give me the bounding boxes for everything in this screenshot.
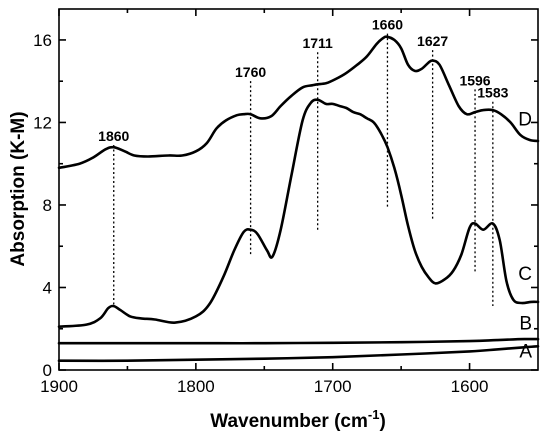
peak-label-1760: 1760 <box>235 64 266 80</box>
series-line-D <box>57 35 540 170</box>
y-tick-label: 8 <box>43 196 52 215</box>
peak-label-1627: 1627 <box>417 33 448 49</box>
series-label-D: D <box>518 109 532 130</box>
x-tick-label: 1800 <box>177 377 215 396</box>
series-label-A: A <box>519 341 532 362</box>
peak-label-1583: 1583 <box>477 85 508 101</box>
y-axis-label: Absorption (K-M) <box>8 111 29 266</box>
y-tick-label: 4 <box>43 278 52 297</box>
x-tick-label: 1600 <box>451 377 489 396</box>
peak-markers <box>113 33 494 307</box>
peak-label-1711: 1711 <box>302 35 333 51</box>
x-axis-label-close: ) <box>379 411 385 432</box>
x-axis-label: Wavenumber (cm-1) <box>210 407 386 432</box>
series-line-A <box>57 345 540 363</box>
x-axis-label-text: Wavenumber (cm <box>210 411 368 432</box>
x-tick-label: 1700 <box>314 377 352 396</box>
y-tick-label: 16 <box>33 31 52 50</box>
series-line-C <box>57 98 540 328</box>
y-tick-label: 0 <box>43 361 52 380</box>
axis-tick-labels: 1900 1800 1700 1600 0 4 8 12 16 <box>33 31 488 396</box>
plot-frame <box>58 8 539 371</box>
series-lines <box>57 35 540 363</box>
series-label-B: B <box>519 314 532 335</box>
x-axis-label-superscript: -1 <box>368 407 380 422</box>
peak-label-1596: 1596 <box>459 72 490 88</box>
peak-label-1660: 1660 <box>372 17 403 33</box>
axis-ticks <box>58 9 538 371</box>
x-tick-label: 1900 <box>40 377 78 396</box>
series-line-B <box>57 337 540 345</box>
series-labels: AB C D <box>518 109 532 362</box>
peak-label-1860: 1860 <box>98 128 129 144</box>
y-tick-label: 12 <box>33 113 52 132</box>
series-label-C: C <box>518 264 532 285</box>
